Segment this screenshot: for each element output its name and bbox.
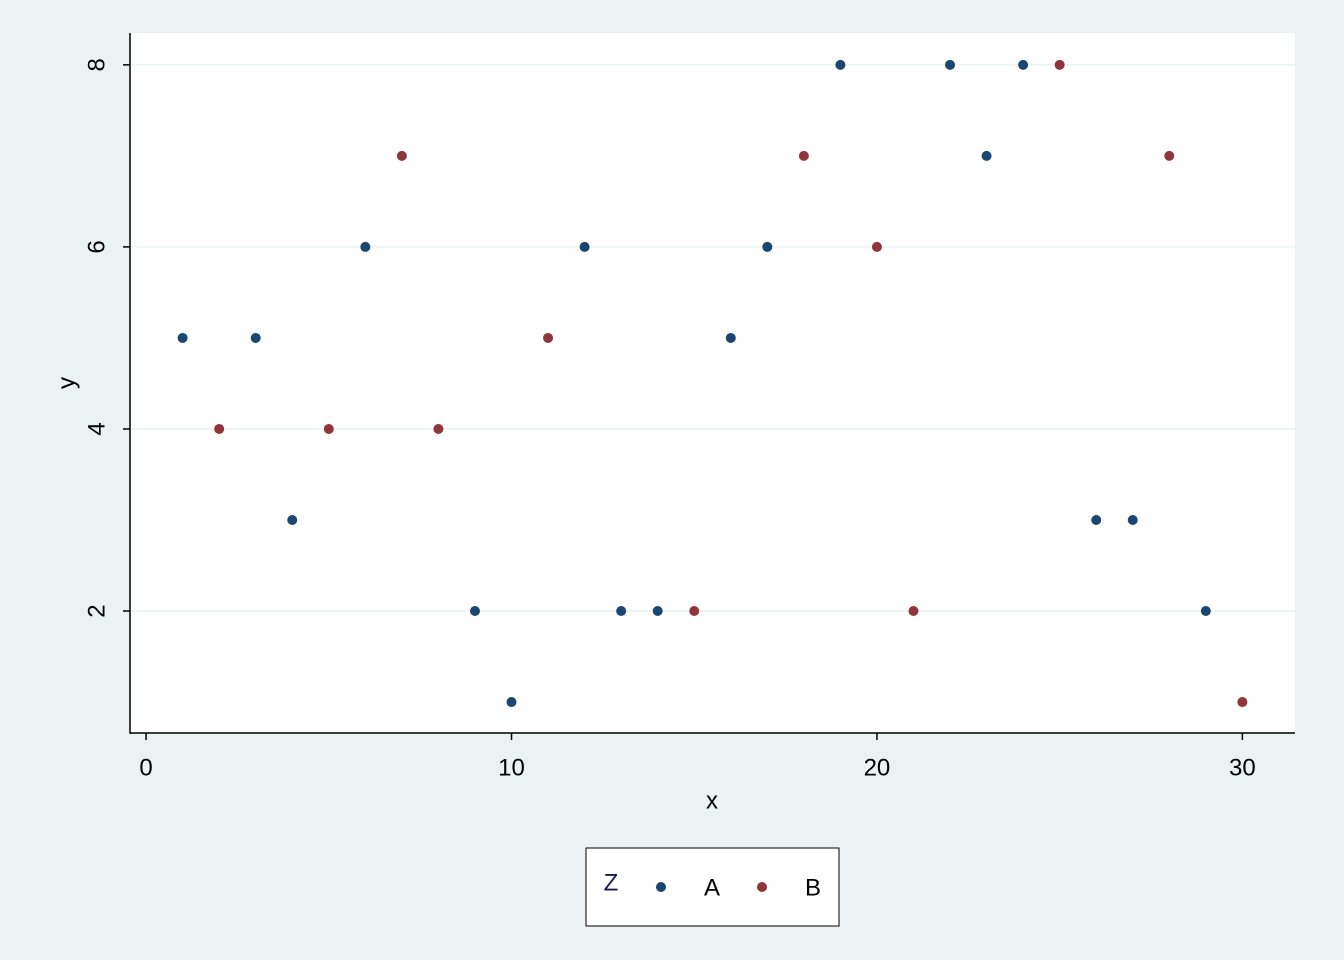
legend-label: B — [805, 874, 821, 901]
point — [250, 332, 261, 343]
y-tick-label: 4 — [83, 422, 110, 435]
point — [616, 606, 627, 617]
y-tick-label: 8 — [83, 58, 110, 71]
point — [689, 606, 700, 617]
point — [1054, 59, 1065, 70]
point — [798, 150, 809, 161]
legend-label: A — [704, 874, 720, 901]
x-tick-label: 30 — [1229, 754, 1256, 781]
x-axis-title: x — [706, 787, 718, 814]
point — [762, 241, 773, 252]
point — [1164, 150, 1175, 161]
y-tick-label: 6 — [83, 240, 110, 253]
y-tick-label: 2 — [83, 604, 110, 617]
point — [981, 150, 992, 161]
point — [287, 514, 298, 525]
point — [871, 241, 882, 252]
y-axis-title: y — [53, 377, 80, 389]
point — [469, 606, 480, 617]
point — [945, 59, 956, 70]
point — [652, 606, 663, 617]
x-tick-label: 0 — [139, 754, 152, 781]
point — [835, 59, 846, 70]
point — [433, 423, 444, 434]
point — [360, 241, 371, 252]
point — [396, 150, 407, 161]
point — [1200, 606, 1211, 617]
legend-marker — [757, 882, 767, 892]
point — [1018, 59, 1029, 70]
point — [543, 332, 554, 343]
legend-marker — [656, 882, 666, 892]
point — [1091, 514, 1102, 525]
point — [1237, 697, 1248, 708]
legend-title: Z — [604, 869, 619, 896]
point — [214, 423, 225, 434]
point — [1127, 514, 1138, 525]
point — [506, 697, 517, 708]
x-tick-label: 20 — [864, 754, 891, 781]
point — [579, 241, 590, 252]
point — [177, 332, 188, 343]
point — [323, 423, 334, 434]
plot-area — [130, 33, 1295, 733]
point — [908, 606, 919, 617]
legend-box — [585, 847, 840, 927]
x-tick-label: 10 — [498, 754, 525, 781]
point — [725, 332, 736, 343]
